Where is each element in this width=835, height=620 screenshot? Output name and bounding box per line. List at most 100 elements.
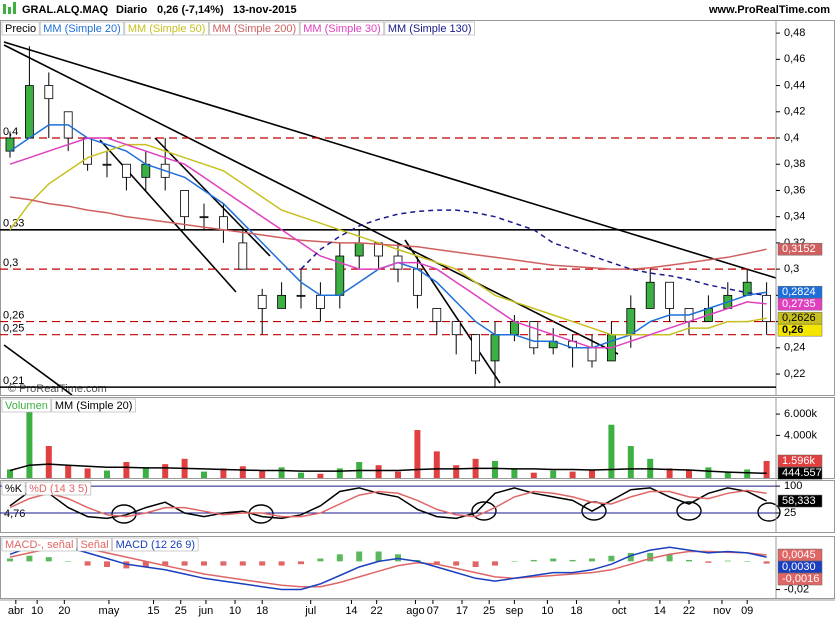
y-tick-label: 0,3 [784, 263, 799, 275]
candle-body [238, 242, 248, 270]
watermark: © ProRealTime.com [8, 383, 107, 395]
chart-date: 13-nov-2015 [233, 4, 297, 16]
value-label: 0,0030 [782, 561, 816, 573]
bar [705, 467, 712, 478]
bar [259, 470, 266, 478]
bar [336, 468, 343, 478]
candle-body [5, 137, 15, 152]
bar [26, 408, 33, 478]
bar [26, 555, 33, 562]
x-tick-label: 18 [256, 605, 268, 617]
bar [181, 561, 188, 566]
series-line [300, 209, 767, 297]
legend-label: Señal [80, 539, 108, 551]
candle-body [277, 294, 287, 309]
bar [298, 561, 304, 565]
y-tick-label: 0,22 [784, 368, 805, 380]
bar [666, 554, 673, 562]
candle-body [665, 281, 674, 309]
value-label: 1.596k [782, 455, 816, 467]
bar [278, 467, 285, 478]
value-label: 58,333 [782, 495, 816, 507]
bar [492, 460, 498, 478]
x-tick-label: 15 [147, 605, 159, 617]
x-tick-label: 10 [229, 605, 241, 617]
y-tick-label: 0,4 [784, 132, 799, 144]
legend-label: Precio [5, 23, 36, 35]
candle-body [44, 85, 54, 100]
legend-box [1, 481, 26, 496]
level-label: 0,26 [3, 309, 24, 321]
bar [201, 471, 207, 478]
bar [724, 471, 731, 478]
candle-body [218, 216, 228, 231]
x-tick-label: may [99, 605, 120, 617]
series-line [9, 463, 767, 475]
x-tick-label: 25 [483, 605, 495, 617]
candle-body [490, 334, 500, 362]
bar [356, 551, 363, 562]
candle-body [354, 242, 364, 257]
bar [433, 561, 440, 565]
bar [666, 468, 673, 478]
candle-body [199, 216, 209, 219]
legend-box [1, 21, 40, 36]
bar [142, 561, 149, 567]
x-tick-label: jun [198, 605, 214, 617]
legend-box [124, 21, 209, 36]
candle-body [102, 163, 112, 166]
bar [627, 446, 634, 478]
series-line [9, 546, 767, 588]
legend-box [25, 481, 92, 496]
y-tick-label: 0,24 [784, 342, 805, 354]
bar [317, 473, 324, 478]
candle-body [509, 321, 519, 336]
value-label: 0,2824 [782, 286, 816, 298]
bar [142, 467, 149, 478]
bar [239, 561, 246, 566]
candle-body [412, 268, 422, 296]
y-tick-label: 6.000k [784, 408, 818, 420]
legend-box [77, 537, 112, 552]
bar [453, 465, 460, 478]
bar [259, 561, 266, 566]
level-label: 0,3 [3, 257, 18, 269]
level-label: 0,21 [3, 375, 24, 387]
price-change: 0,26 (-7,14%) [157, 4, 224, 16]
candle-body [762, 294, 771, 322]
bar [686, 559, 692, 562]
legend-label: MM (Simple 130) [388, 23, 472, 35]
bar [162, 561, 169, 566]
bar [123, 462, 130, 478]
bar [589, 469, 595, 478]
x-tick-label: 10 [541, 605, 553, 617]
bar [45, 446, 52, 478]
value-label: 0,3152 [782, 243, 816, 255]
bar [744, 469, 751, 478]
bar [472, 561, 479, 567]
bar [414, 430, 421, 478]
bar [492, 561, 498, 566]
legend-label: MACD-, señal [5, 539, 73, 551]
x-tick-label: sep [506, 605, 524, 617]
y-tick-label: 0,46 [784, 53, 805, 65]
bar [375, 551, 382, 562]
legend-box [39, 21, 125, 36]
bar [278, 561, 285, 566]
bar [104, 470, 110, 478]
bar [84, 561, 91, 566]
x-tick-label: oct [612, 605, 627, 617]
bar [220, 468, 227, 478]
level-label: 0,25 [3, 323, 24, 335]
value-label-box [777, 467, 823, 480]
bar [395, 471, 401, 478]
legend-label: %K [5, 483, 23, 495]
bar [705, 561, 712, 563]
bar [763, 561, 770, 564]
chart-title: GRAL.ALQ.MAQ [22, 4, 109, 16]
legend-label: MM (Simple 20) [55, 400, 133, 412]
bar [7, 469, 13, 478]
legend-label: MACD (12 26 9) [116, 539, 195, 551]
y-tick-label: 0,36 [784, 184, 805, 196]
